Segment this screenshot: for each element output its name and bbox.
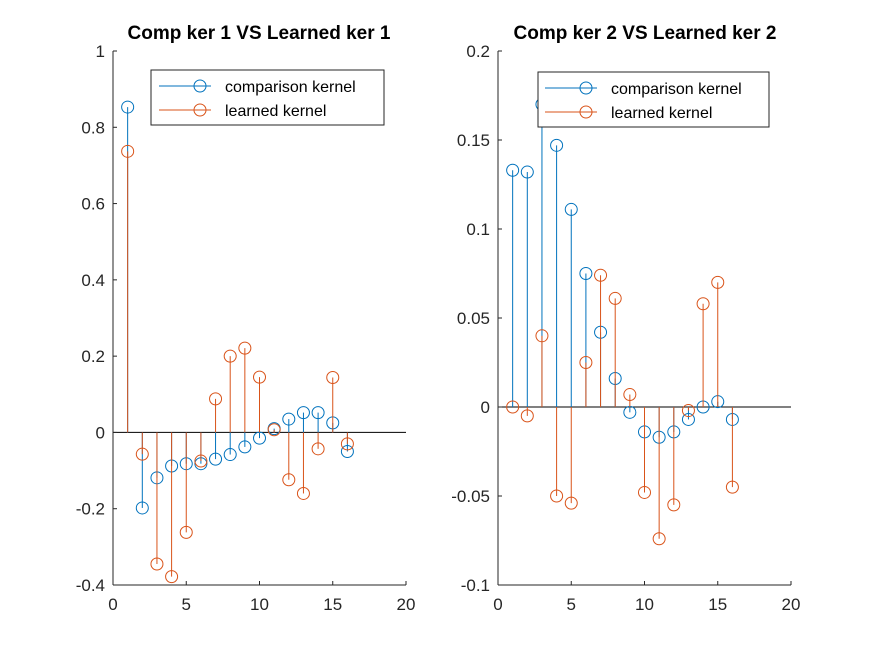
marker-learned <box>725 480 739 494</box>
marker-comparison <box>311 406 325 420</box>
x-tick-label: 10 <box>635 595 654 614</box>
marker-learned <box>579 356 593 369</box>
marker-learned <box>564 496 578 510</box>
marker-comparison <box>520 165 534 179</box>
legend-label-learned: learned kernel <box>611 105 712 122</box>
marker-comparison <box>579 267 593 280</box>
marker-learned <box>282 473 296 487</box>
marker-learned <box>223 349 237 363</box>
legend-marker-learned <box>579 105 593 119</box>
marker-learned <box>179 525 193 539</box>
y-tick-label: 0.8 <box>81 118 105 137</box>
marker-comparison <box>121 100 135 114</box>
marker-learned <box>506 400 520 414</box>
marker-comparison <box>681 412 695 426</box>
x-tick-label: 10 <box>250 595 269 614</box>
y-tick-label: 0 <box>96 423 105 442</box>
marker-learned <box>535 329 549 343</box>
legend-marker-comparison <box>579 81 593 95</box>
y-tick-label: -0.4 <box>76 576 105 595</box>
y-tick-label: 0 <box>481 398 490 417</box>
marker-learned <box>253 370 266 384</box>
marker-learned <box>340 437 354 451</box>
legend-marker-comparison <box>193 79 207 93</box>
x-tick-label: 0 <box>108 595 117 614</box>
y-tick-label: 0.4 <box>81 271 105 290</box>
marker-learned <box>652 532 666 546</box>
y-tick-label: 0.1 <box>466 220 490 239</box>
chart-title: Comp ker 2 VS Learned ker 2 <box>514 23 777 44</box>
legend: comparison kernel learned kernel <box>537 71 770 128</box>
x-tick-label: 5 <box>567 595 576 614</box>
chart-title: Comp ker 1 VS Learned ker 1 <box>128 23 391 44</box>
marker-comparison <box>282 412 296 426</box>
marker-learned <box>165 570 179 584</box>
marker-learned <box>667 498 681 512</box>
marker-learned <box>135 447 149 461</box>
marker-learned <box>550 489 564 503</box>
y-tick-label: 1 <box>96 42 105 61</box>
marker-comparison <box>564 202 578 216</box>
marker-learned <box>711 275 725 289</box>
x-tick-label: 20 <box>782 595 801 614</box>
marker-learned <box>520 409 534 423</box>
y-tick-label: 0.15 <box>457 131 490 150</box>
x-tick-label: 15 <box>708 595 727 614</box>
x-tick-label: 15 <box>323 595 342 614</box>
x-tick-label: 5 <box>182 595 191 614</box>
marker-comparison <box>340 445 354 458</box>
marker-learned <box>194 454 208 468</box>
marker-learned <box>238 341 252 355</box>
legend-label-learned: learned kernel <box>225 103 326 120</box>
legend-label-comparison: comparison kernel <box>611 81 742 98</box>
series-learned <box>506 268 739 546</box>
marker-learned <box>267 423 281 437</box>
x-tick-label: 20 <box>397 595 416 614</box>
marker-learned <box>638 485 651 499</box>
marker-comparison <box>550 138 564 152</box>
plot-area: 0 5 10 15 20 -0.4 -0.2 0 0.2 0.4 0.6 0.8 1 <box>76 42 416 614</box>
y-tick-label: -0.1 <box>461 576 490 595</box>
marker-learned <box>623 388 637 402</box>
marker-learned <box>150 557 164 571</box>
marker-learned <box>296 486 310 500</box>
marker-learned <box>311 442 325 456</box>
marker-comparison <box>223 448 237 462</box>
y-tick-label: -0.2 <box>76 500 105 519</box>
marker-learned <box>326 371 340 385</box>
y-tick-label: -0.05 <box>451 487 490 506</box>
marker-learned <box>594 268 608 282</box>
legend-marker-learned <box>193 103 207 117</box>
marker-learned <box>608 291 622 305</box>
marker-comparison <box>296 406 310 420</box>
marker-comparison <box>506 163 520 177</box>
legend-box <box>537 71 770 128</box>
y-tick-label: 0.2 <box>466 42 490 61</box>
y-tick-label: 0.6 <box>81 195 105 214</box>
subplot-2: Comp ker 2 VS Learned ker 2 0 5 10 15 20 -0.1… <box>451 23 800 614</box>
marker-learned <box>121 144 135 158</box>
marker-comparison <box>135 501 149 515</box>
marker-learned <box>696 297 710 311</box>
legend-box <box>150 69 385 126</box>
subplot-1: Comp ker 1 VS Learned ker 1 0 5 10 15 20-0.4… <box>76 23 416 614</box>
legend-label-comparison: comparison kernel <box>225 79 356 96</box>
plot-area: 0 5 10 15 20 -0.1 -0.05 0 0.05 0.1 0.15 0.2 <box>451 42 800 614</box>
series-learned <box>121 144 354 584</box>
y-tick-label: 0.05 <box>457 309 490 328</box>
marker-comparison <box>209 452 223 466</box>
legend: comparison kernel learned kernel <box>150 69 385 126</box>
marker-learned <box>209 392 223 406</box>
x-tick-label: 0 <box>493 595 502 614</box>
marker-learned <box>681 404 695 418</box>
y-tick-label: 0.2 <box>81 347 105 366</box>
marker-comparison <box>238 440 252 454</box>
